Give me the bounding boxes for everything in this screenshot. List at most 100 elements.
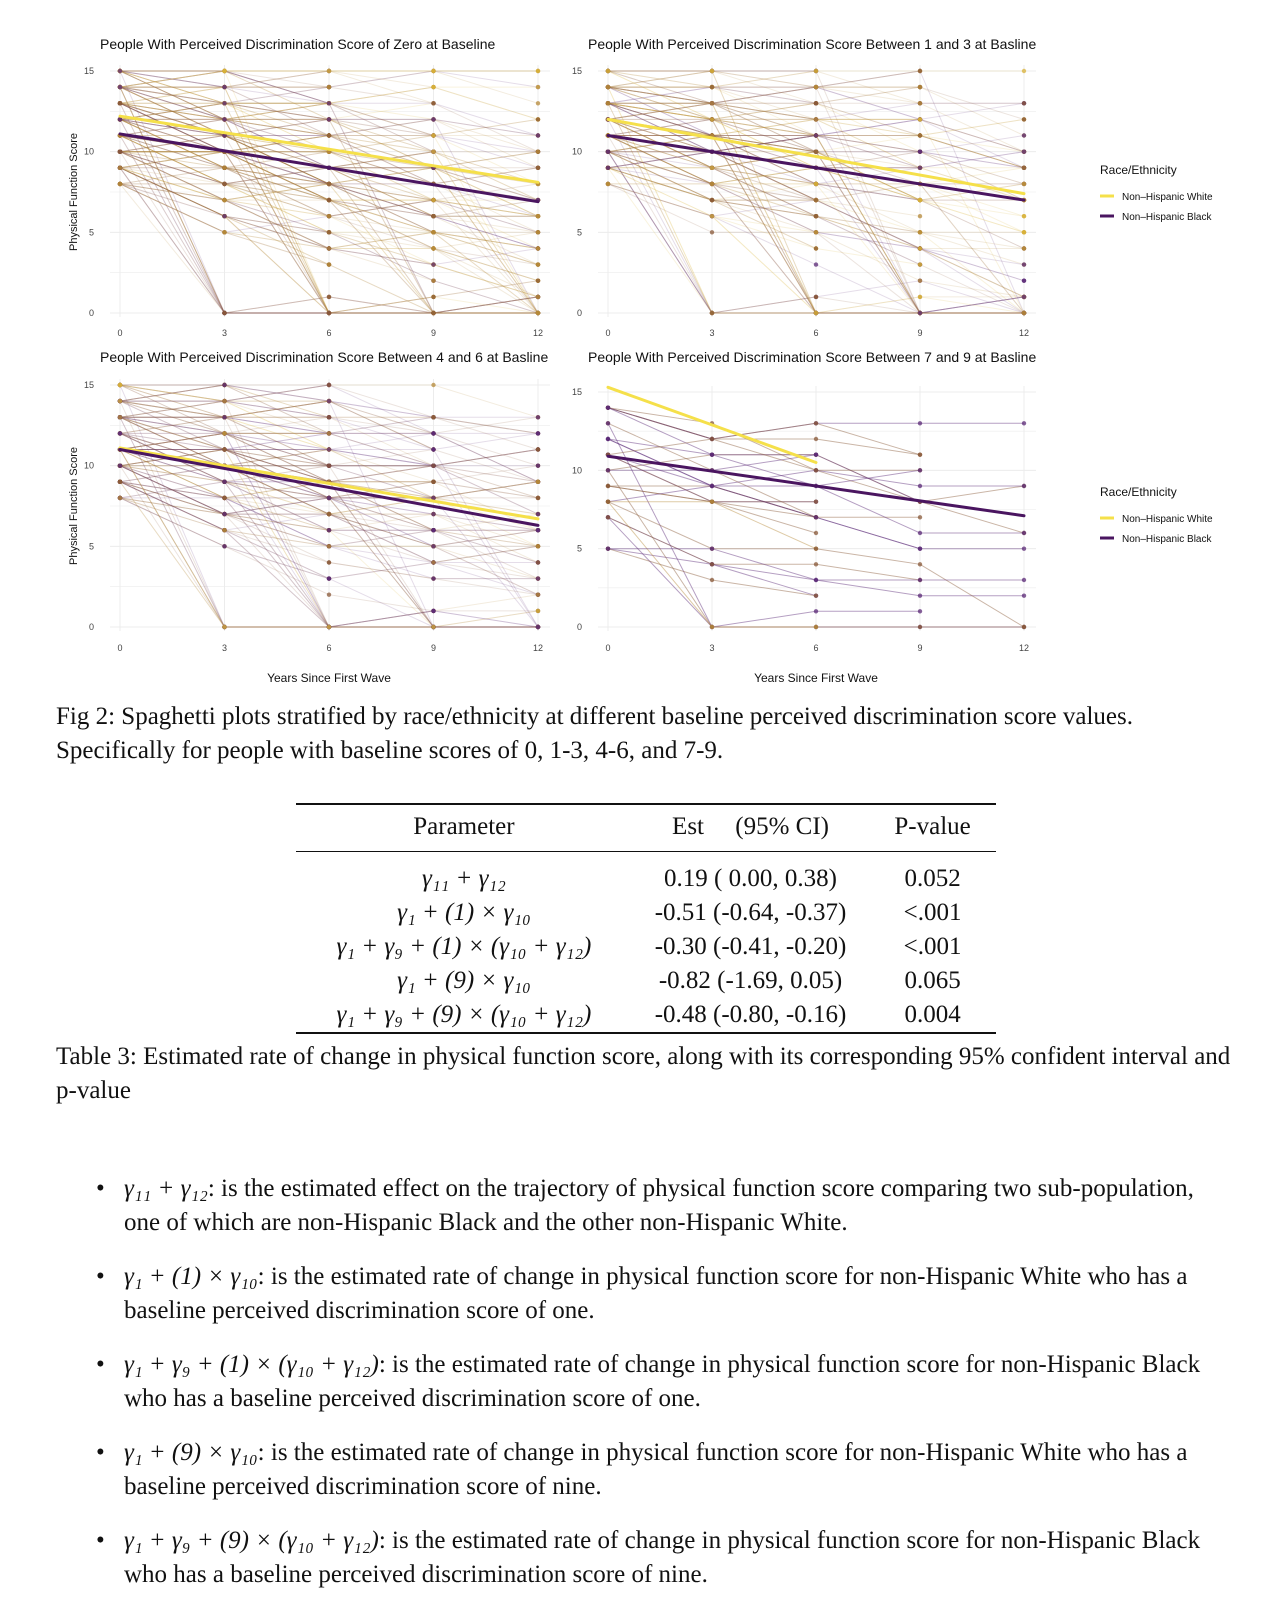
trajectory-line bbox=[119, 70, 434, 314]
figure-svg: 0 5 10 15 0 3 6 9 12 People With Perceived Discri… bbox=[68, 36, 1213, 685]
data-point bbox=[1021, 230, 1027, 235]
data-point bbox=[813, 310, 819, 316]
data-point bbox=[326, 294, 332, 300]
data-point bbox=[1021, 262, 1027, 267]
trajectory-line bbox=[119, 497, 434, 531]
trajectory-line bbox=[607, 70, 921, 104]
data-point bbox=[917, 262, 923, 267]
data-point bbox=[117, 84, 123, 90]
data-point bbox=[431, 101, 436, 106]
y-tick-label: 5 bbox=[89, 541, 94, 551]
trajectory-line bbox=[119, 432, 434, 531]
trajectory-line bbox=[119, 384, 434, 450]
table-caption: Table 3: Estimated rate of change in phy… bbox=[56, 1043, 1231, 1104]
p-value-cell: 0.065 bbox=[904, 967, 961, 994]
estimate-cell: -0.30 (-0.41, -0.20) bbox=[654, 933, 847, 960]
trajectory-line bbox=[119, 86, 434, 153]
trajectory-line bbox=[119, 135, 434, 217]
trajectory-line bbox=[119, 167, 538, 314]
legend-title: Race/Ethnicity bbox=[1100, 163, 1177, 177]
y-tick-label: 0 bbox=[577, 622, 582, 632]
header-estimate: Est (95% CI) bbox=[631, 803, 870, 852]
trajectory-line bbox=[119, 102, 434, 314]
y-tick-label: 15 bbox=[84, 66, 94, 76]
trajectory-line bbox=[120, 449, 434, 499]
x-tick-label: 3 bbox=[709, 328, 714, 338]
data-point bbox=[917, 149, 923, 154]
trajectory-line bbox=[119, 102, 434, 136]
header-p-value: P-value bbox=[869, 803, 996, 852]
note-expression: γ₁₁ + γ₁₂ bbox=[124, 1175, 208, 1202]
trajectory-line bbox=[119, 151, 434, 233]
data-point bbox=[431, 84, 436, 90]
trajectory-line bbox=[607, 151, 920, 314]
data-point bbox=[431, 262, 436, 267]
trajectory-line bbox=[120, 70, 434, 104]
data-point bbox=[1021, 101, 1027, 106]
trajectory-line bbox=[119, 167, 539, 249]
trajectory-line bbox=[119, 86, 330, 169]
bullet-icon: • bbox=[96, 1175, 105, 1202]
data-point bbox=[813, 117, 819, 122]
data-point bbox=[222, 230, 227, 235]
data-point bbox=[917, 165, 923, 170]
parameter-notes-list: • γ₁₁ + γ₁₂: is the estimated effect on t… bbox=[96, 1172, 1236, 1612]
x-tick-label: 9 bbox=[917, 643, 922, 653]
trajectory-line bbox=[607, 86, 921, 120]
trajectory-line bbox=[120, 118, 434, 136]
trajectory-line bbox=[119, 167, 330, 249]
table-row: γ₁₁ + γ₁₂ 0.19 ( 0.00, 0.38) 0.052 bbox=[296, 852, 996, 897]
data-point bbox=[917, 278, 923, 283]
y-axis-label: Physical Function Score bbox=[68, 447, 80, 565]
trajectory-line bbox=[119, 449, 434, 628]
data-point bbox=[535, 608, 541, 614]
x-tick-label: 12 bbox=[533, 328, 543, 338]
trajectory-line bbox=[119, 465, 434, 628]
legend-label: Non–Hispanic Black bbox=[1122, 534, 1212, 545]
mean-line-non-hispanic-white bbox=[118, 114, 540, 184]
x-tick-label: 12 bbox=[1019, 328, 1029, 338]
trajectory-line bbox=[119, 151, 434, 314]
note-text: : is the estimated rate of change in phy… bbox=[124, 1439, 1188, 1500]
data-point bbox=[709, 310, 715, 316]
panel-title: People With Perceived Discrimination Sco… bbox=[100, 36, 496, 52]
data-point bbox=[813, 181, 819, 187]
x-tick-label: 6 bbox=[326, 328, 331, 338]
x-axis-label: Years Since First Wave bbox=[754, 671, 878, 685]
data-point bbox=[1021, 149, 1027, 154]
data-point bbox=[813, 214, 819, 219]
data-point bbox=[431, 117, 436, 122]
x-tick-label: 3 bbox=[222, 643, 227, 653]
data-point bbox=[709, 181, 715, 187]
individual-trajectories bbox=[117, 68, 541, 316]
trajectory-line bbox=[607, 135, 921, 249]
x-tick-label: 0 bbox=[117, 643, 122, 653]
trajectory-line bbox=[607, 118, 921, 169]
data-point bbox=[431, 294, 436, 300]
data-point bbox=[813, 84, 819, 90]
trajectory-line bbox=[119, 102, 434, 201]
panel-title: People With Perceived Discrimination Sco… bbox=[588, 349, 1036, 365]
note-expression: γ₁ + γ₉ + (1) × (γ₁₀ + γ₁₂) bbox=[124, 1351, 379, 1378]
trajectory-line bbox=[607, 183, 1025, 314]
data-point bbox=[813, 197, 819, 203]
trajectory-line bbox=[608, 135, 921, 169]
data-point bbox=[535, 262, 541, 267]
data-point bbox=[326, 246, 332, 251]
individual-trajectories bbox=[605, 405, 1027, 630]
p-value-cell: 0.052 bbox=[904, 865, 961, 892]
trajectory-line bbox=[607, 151, 921, 201]
data-point bbox=[605, 165, 611, 170]
chart-panel-1: 0 5 10 15 0 3 6 9 12 People With Perceived Discri… bbox=[68, 36, 550, 338]
legend-1: Race/Ethnicity Non–Hispanic White Non–Hisp… bbox=[1100, 163, 1213, 223]
list-item: • γ₁ + (1) × γ₁₀: is the estimated rate o… bbox=[96, 1260, 1236, 1328]
data-point bbox=[535, 165, 541, 170]
legend-label: Non–Hispanic White bbox=[1122, 192, 1213, 203]
trajectory-line bbox=[607, 102, 921, 153]
spaghetti-figure: 0 5 10 15 0 3 6 9 12 People With Perceived Discri… bbox=[0, 0, 1280, 700]
trajectory-line bbox=[119, 151, 434, 217]
legend-2: Race/Ethnicity Non–Hispanic White Non–Hisp… bbox=[1100, 485, 1213, 545]
trajectory-line bbox=[607, 167, 921, 233]
y-tick-label: 0 bbox=[89, 308, 94, 318]
x-tick-label: 9 bbox=[431, 643, 436, 653]
